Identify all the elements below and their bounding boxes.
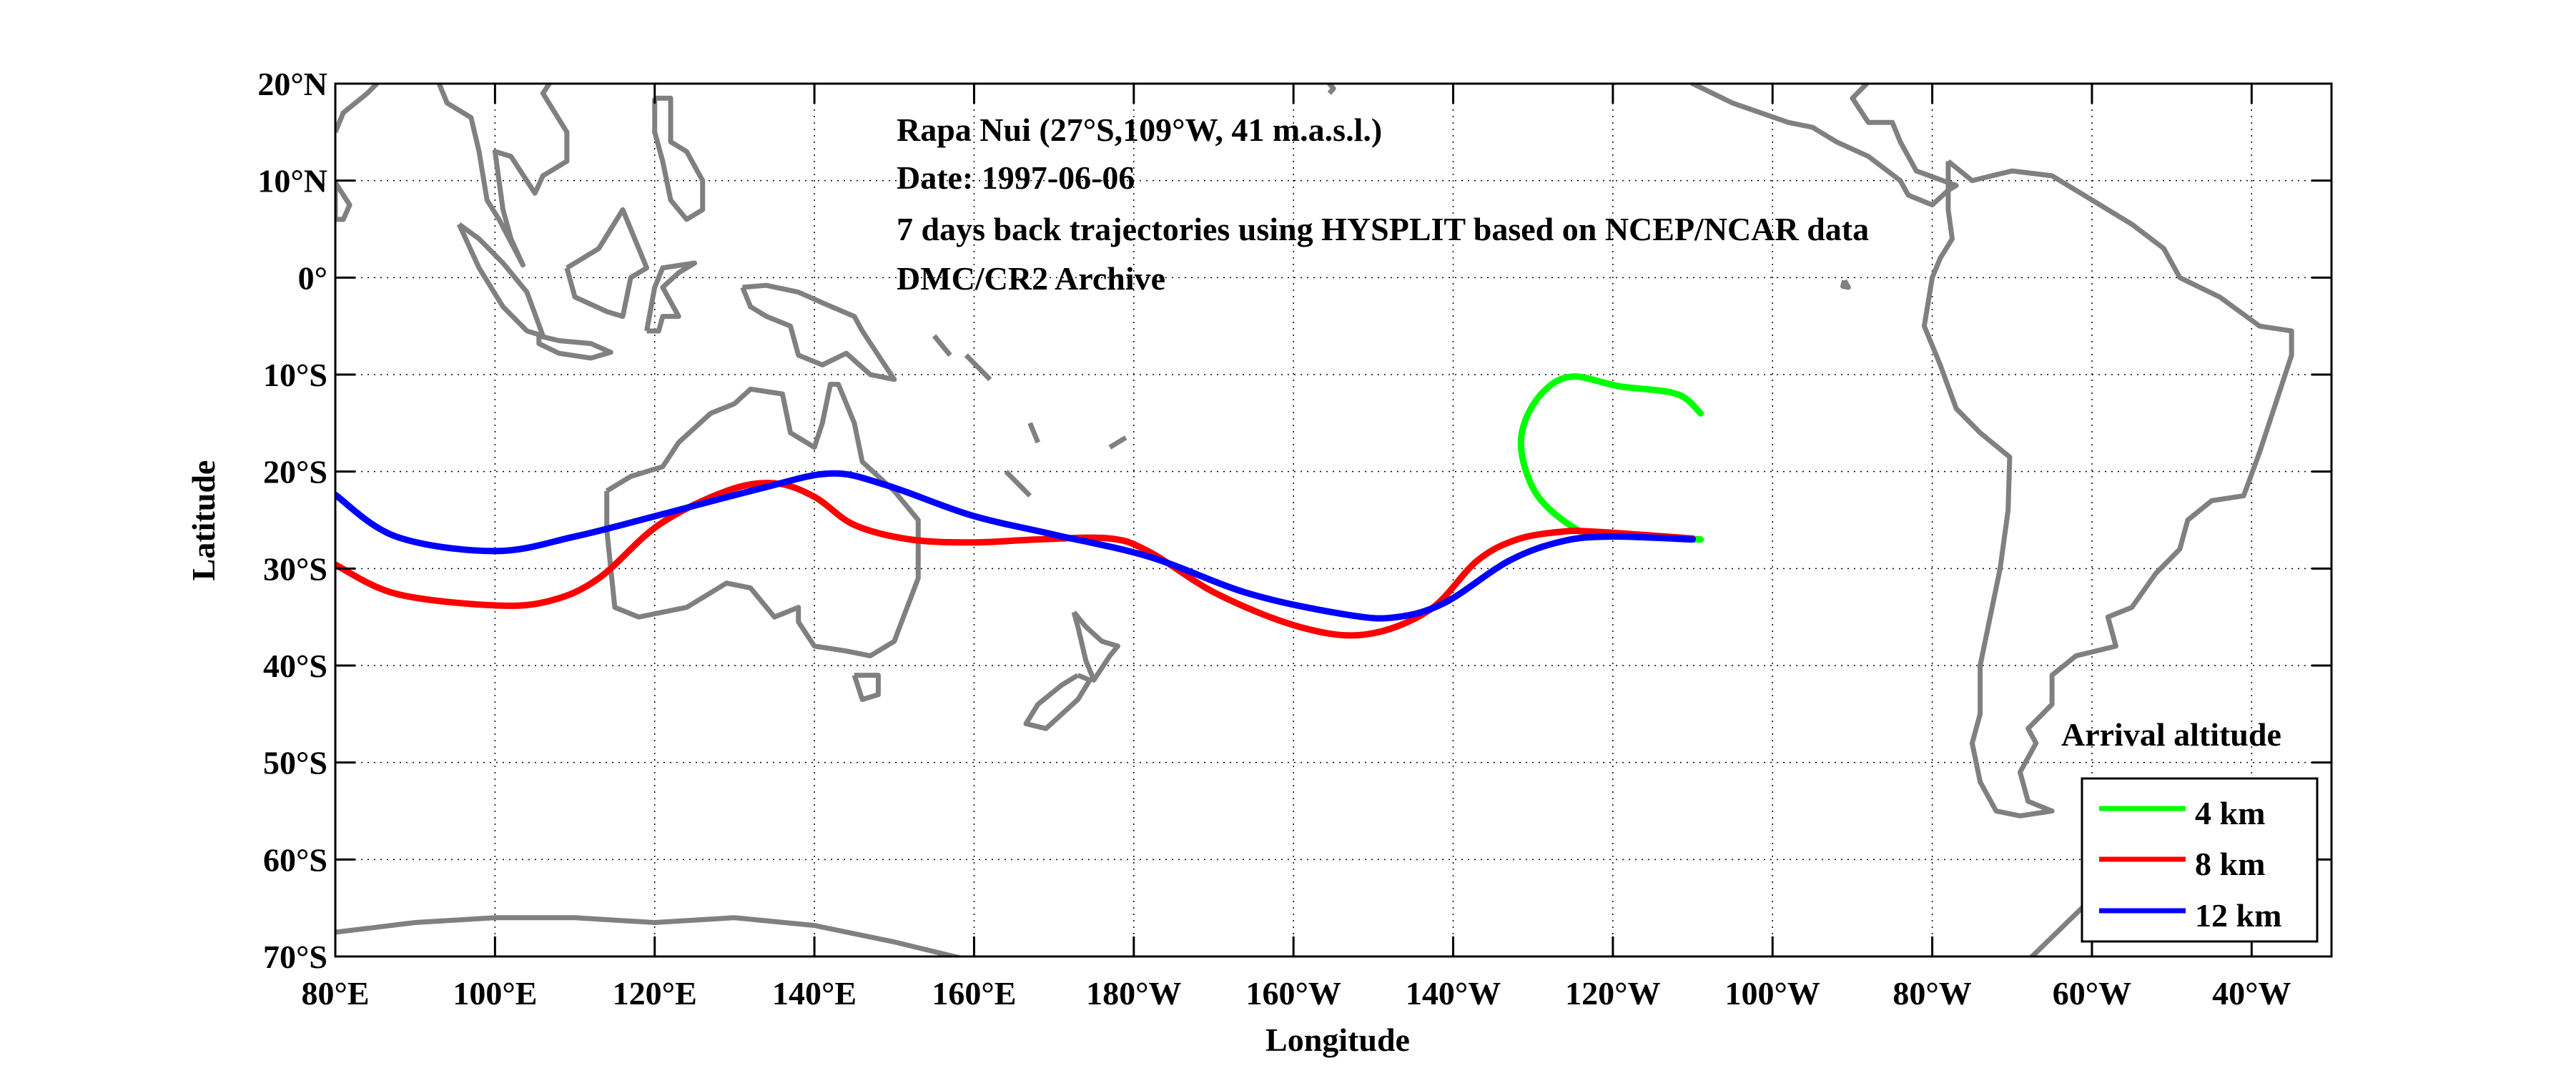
coastline-antarctica	[335, 915, 965, 956]
y-tick-label: 0°	[298, 259, 327, 296]
coastline-philippines	[652, 95, 706, 222]
x-tick-label: 100°E	[453, 975, 537, 1012]
legend-label-8km: 8 km	[2195, 846, 2265, 882]
coastline-sri-lanka	[335, 181, 352, 222]
x-axis-label: Longitude	[1265, 1022, 1410, 1058]
legend: 4 km 8 km 12 km	[2081, 777, 2319, 943]
trajectory-line-12km	[335, 470, 1697, 622]
coastline-new-zealand-south	[1023, 673, 1092, 731]
legend-title: Arrival altitude	[2061, 716, 2281, 753]
x-tick-label: 80°W	[1892, 975, 1971, 1012]
y-tick-label: 50°S	[263, 745, 327, 781]
coastline-australia	[604, 382, 921, 658]
x-tick-label: 160°E	[932, 975, 1016, 1012]
coastline-sumatra	[456, 222, 546, 339]
trajectory-line-4km	[1517, 373, 1704, 543]
plot-frame	[334, 82, 2333, 958]
y-tick-label: 10°N	[257, 163, 327, 199]
x-tick-label: 120°E	[613, 975, 697, 1012]
y-tick-label: 40°S	[263, 648, 327, 684]
x-tick-label: 120°W	[1565, 975, 1660, 1012]
coastline-new-zealand-north	[1071, 610, 1120, 683]
legend-label-12km: 12 km	[2195, 897, 2281, 934]
x-tick-label: 140°W	[1406, 975, 1501, 1012]
x-tick-label: 140°E	[772, 975, 857, 1012]
trajectory-series	[335, 373, 1704, 639]
x-tick-label: 80°E	[301, 975, 369, 1012]
x-tick-label: 40°W	[2212, 975, 2291, 1012]
coastline-central-america	[1612, 84, 1959, 208]
y-tick-labels: 20°N 10°N 0° 10°S 20°S 30°S 40°S 50°S 60°S 70°S	[257, 66, 327, 975]
y-tick-label: 60°S	[263, 841, 327, 878]
trajectory-line-8km	[335, 480, 1697, 639]
y-tick-label: 70°S	[263, 939, 327, 975]
coastline-fiji	[1108, 435, 1127, 450]
x-tick-labels: 80°E 100°E 120°E 140°E 160°E 180°W 160°W 140°W 1…	[301, 975, 2291, 1012]
legend-label-4km: 4 km	[2195, 795, 2265, 831]
coastline-vanuatu	[1027, 422, 1041, 444]
coastline-java	[536, 333, 613, 361]
annotation-date: Date: 1997-06-06	[897, 159, 1135, 196]
annotation-block: Rapa Nui (27°S,109°W, 41 m.a.s.l.) Date:…	[897, 112, 1869, 297]
y-tick-label: 20°S	[263, 454, 327, 490]
x-tick-label: 100°W	[1725, 975, 1820, 1012]
coastlines	[335, 84, 2294, 956]
y-tick-label: 30°S	[263, 550, 327, 587]
coastline-hawaii	[1326, 84, 1336, 95]
y-tick-label: 10°S	[263, 357, 327, 393]
coastline-tasmania	[852, 673, 881, 702]
y-tick-label: 20°N	[257, 66, 327, 102]
x-tick-label: 180°W	[1086, 975, 1181, 1012]
coastline-india	[335, 84, 380, 134]
coastline-new-caledonia	[1004, 470, 1032, 498]
coastline-south-america	[1921, 159, 2294, 819]
coastline-galapagos	[1840, 279, 1851, 290]
annotation-method: 7 days back trajectories using HYSPLIT b…	[897, 211, 1869, 247]
coastline-borneo	[564, 207, 650, 320]
coastline-solomons	[932, 334, 952, 357]
coastline-indochina	[436, 84, 570, 268]
x-tick-label: 60°W	[2053, 975, 2131, 1012]
annotation-station: Rapa Nui (27°S,109°W, 41 m.a.s.l.)	[897, 112, 1382, 148]
coastline-sulawesi	[644, 260, 698, 334]
x-tick-label: 160°W	[1245, 975, 1341, 1012]
annotation-archive: DMC/CR2 Archive	[897, 260, 1165, 297]
coastline-solomons-2	[964, 353, 992, 382]
coastline-new-guinea	[740, 282, 897, 382]
axis-ticks	[334, 82, 2331, 958]
y-axis-label: Latitude	[185, 460, 222, 581]
